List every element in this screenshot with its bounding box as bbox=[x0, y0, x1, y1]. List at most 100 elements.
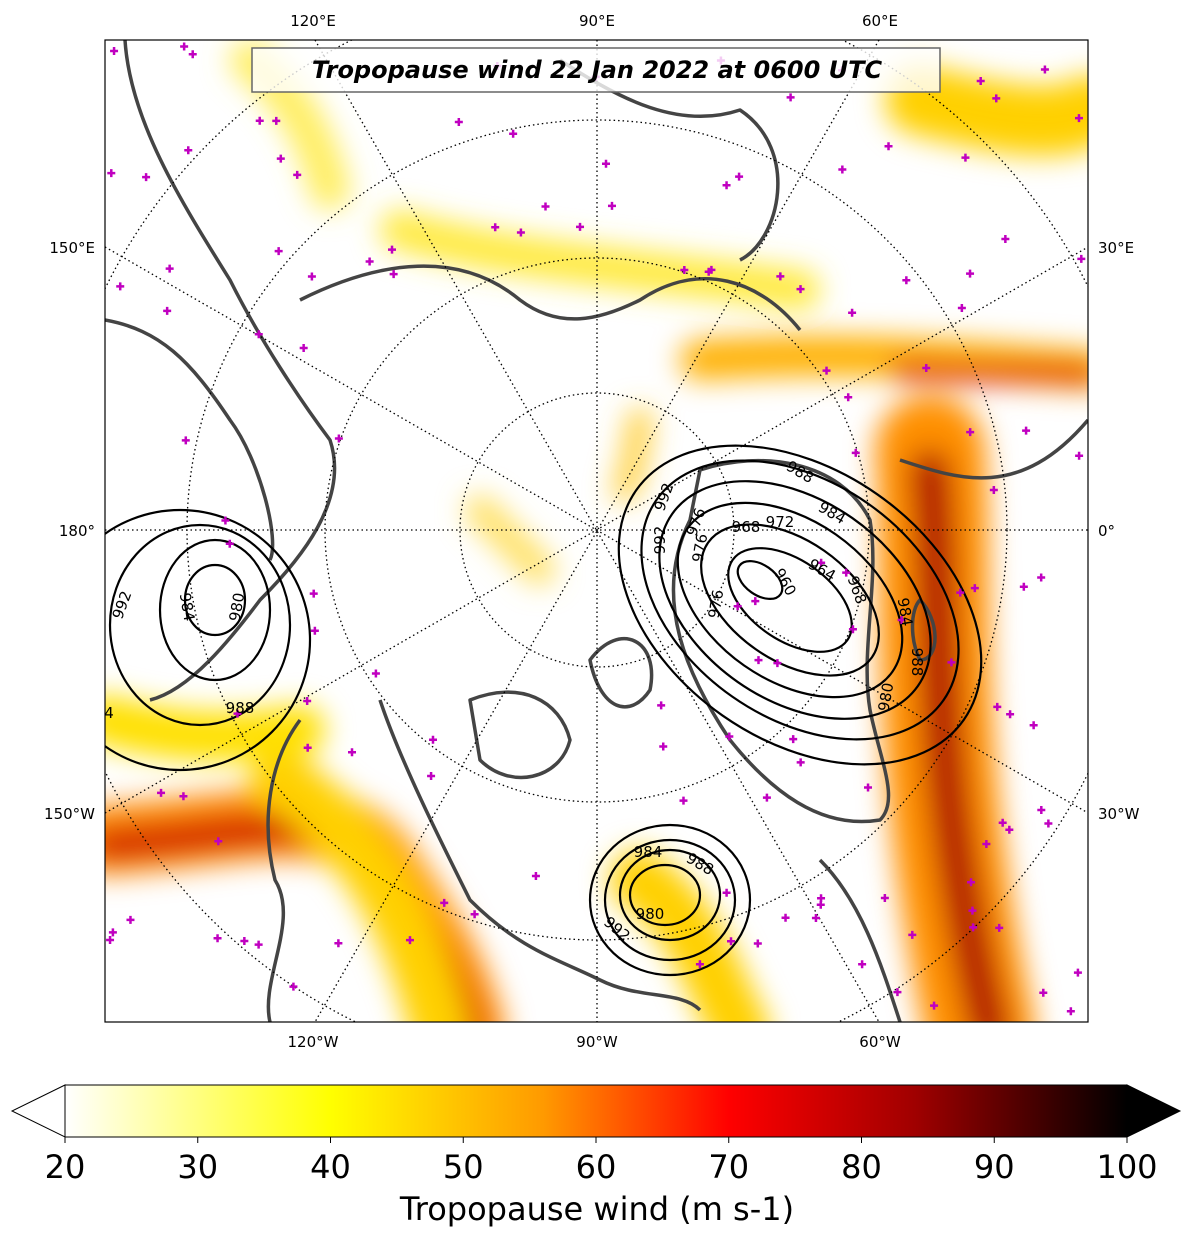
station-marker bbox=[299, 343, 308, 352]
station-marker bbox=[405, 936, 414, 945]
colorbar-tick-label: 30 bbox=[177, 1148, 218, 1186]
station-marker bbox=[428, 735, 437, 744]
station-marker bbox=[976, 77, 985, 86]
contour-label: 980 bbox=[226, 591, 249, 622]
station-marker bbox=[1044, 819, 1053, 828]
station-marker bbox=[1066, 1007, 1075, 1016]
station-marker bbox=[388, 245, 397, 254]
station-marker bbox=[789, 735, 798, 744]
station-marker bbox=[184, 146, 193, 155]
colorbar-tick-label: 60 bbox=[576, 1148, 617, 1186]
station-marker bbox=[607, 201, 616, 210]
station-marker bbox=[1039, 988, 1048, 997]
station-marker bbox=[1074, 114, 1083, 123]
station-marker bbox=[695, 960, 704, 969]
station-marker bbox=[276, 154, 285, 163]
station-marker bbox=[864, 783, 873, 792]
station-marker bbox=[1040, 65, 1049, 74]
contour-label: 984 bbox=[176, 591, 199, 622]
station-marker bbox=[1077, 254, 1086, 263]
station-marker bbox=[107, 169, 116, 178]
station-marker bbox=[309, 589, 318, 598]
contour-label: 988 bbox=[908, 648, 926, 677]
station-marker bbox=[816, 900, 825, 909]
contour-label: 984 bbox=[894, 596, 917, 627]
station-marker bbox=[992, 94, 1001, 103]
station-marker bbox=[982, 840, 991, 849]
station-marker bbox=[966, 428, 975, 437]
contour-label: 976 bbox=[705, 588, 728, 619]
lon-label: 30°W bbox=[1098, 805, 1140, 823]
station-marker bbox=[516, 228, 525, 237]
station-marker bbox=[902, 276, 911, 285]
station-marker bbox=[773, 659, 782, 668]
station-marker bbox=[1019, 582, 1028, 591]
station-marker bbox=[989, 486, 998, 495]
station-marker bbox=[753, 939, 762, 948]
station-marker bbox=[884, 142, 893, 151]
contour-label: 992 bbox=[651, 526, 669, 555]
station-marker bbox=[722, 181, 731, 190]
station-marker bbox=[838, 165, 847, 174]
station-marker bbox=[966, 269, 975, 278]
station-marker bbox=[541, 202, 550, 211]
colorbar-tick-label: 100 bbox=[1096, 1148, 1157, 1186]
lon-label: 60°W bbox=[859, 1033, 901, 1051]
station-marker bbox=[1075, 451, 1084, 460]
station-marker bbox=[470, 910, 479, 919]
station-marker bbox=[602, 159, 611, 168]
station-marker bbox=[303, 743, 312, 752]
station-marker bbox=[142, 173, 151, 182]
station-marker bbox=[348, 748, 357, 757]
station-marker bbox=[735, 172, 744, 181]
station-marker bbox=[1029, 721, 1038, 730]
station-marker bbox=[680, 265, 689, 274]
station-marker bbox=[657, 701, 666, 710]
station-marker bbox=[334, 434, 343, 443]
title-box bbox=[251, 47, 941, 93]
station-marker bbox=[848, 625, 857, 634]
station-marker bbox=[776, 272, 785, 281]
station-marker bbox=[659, 742, 668, 751]
map-frame bbox=[104, 39, 1089, 1023]
station-marker bbox=[181, 436, 190, 445]
station-marker bbox=[289, 982, 298, 991]
station-marker bbox=[969, 923, 978, 932]
station-marker bbox=[998, 818, 1007, 827]
station-marker bbox=[851, 448, 860, 457]
colorbar-tick-label: 50 bbox=[443, 1148, 484, 1186]
station-marker bbox=[995, 923, 1004, 932]
station-marker bbox=[213, 934, 222, 943]
station-marker bbox=[961, 153, 970, 162]
station-marker bbox=[106, 935, 115, 944]
lon-label: 90°E bbox=[579, 12, 615, 30]
station-marker bbox=[293, 170, 302, 179]
station-marker bbox=[897, 616, 906, 625]
map: 992 984 9809884992992976976988984972968964… bbox=[105, 40, 1088, 1022]
lon-label: 60°E bbox=[862, 12, 898, 30]
colorbar-tick-label: 80 bbox=[841, 1148, 882, 1186]
station-marker bbox=[880, 893, 889, 902]
station-marker bbox=[811, 914, 820, 923]
station-marker bbox=[858, 960, 867, 969]
station-marker bbox=[956, 588, 965, 597]
colorbar-tick-label: 20 bbox=[45, 1148, 86, 1186]
station-marker bbox=[240, 937, 249, 946]
station-marker bbox=[110, 46, 119, 55]
colorbar-tick-label: 70 bbox=[708, 1148, 749, 1186]
station-marker bbox=[679, 796, 688, 805]
station-marker bbox=[163, 306, 172, 315]
station-marker bbox=[303, 697, 312, 706]
station-marker bbox=[707, 265, 716, 274]
station-marker bbox=[1073, 968, 1082, 977]
station-marker bbox=[908, 930, 917, 939]
station-marker bbox=[454, 117, 463, 126]
station-marker bbox=[389, 270, 398, 279]
station-marker bbox=[968, 906, 977, 915]
station-marker bbox=[1022, 426, 1031, 435]
station-marker bbox=[233, 709, 242, 718]
contour-label: 980 bbox=[875, 681, 898, 712]
station-marker bbox=[957, 304, 966, 313]
contour-label: 988 bbox=[226, 699, 255, 717]
